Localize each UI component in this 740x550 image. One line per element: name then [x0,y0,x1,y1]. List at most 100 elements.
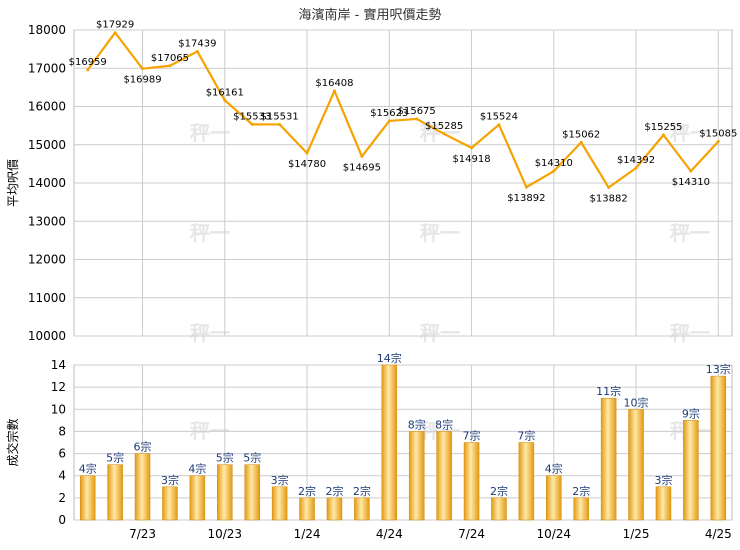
bar-y-tick-label: 8 [58,424,66,438]
line-data-label: $16989 [123,75,161,86]
line-data-label: $16161 [206,87,244,98]
line-point [332,89,336,93]
bar-data-label: 14宗 [377,351,402,365]
line-point [305,151,309,155]
bar-data-label: 4宗 [79,462,97,476]
line-point [579,140,583,144]
line-y-tick-label: 13000 [28,214,66,228]
line-data-label: $15524 [480,112,518,123]
bar-data-label: 4宗 [545,462,563,476]
line-data-label: $14310 [672,177,710,188]
line-data-label: $14780 [288,159,326,170]
line-point [113,31,117,35]
line-y-tick-label: 10000 [28,329,66,343]
line-data-label: $15623 [370,108,408,119]
bar [710,375,727,521]
bar-data-label: 5宗 [243,451,261,465]
bar-y-tick-label: 2 [58,491,66,505]
bar-y-tick-label: 4 [58,469,66,483]
line-point [415,117,419,121]
line-chart-y-axis-label: 平均呎價 [6,159,20,207]
line-y-tick-label: 16000 [28,100,66,114]
x-tick-label: 1/24 [294,527,321,541]
bar [299,497,315,521]
line-data-label: $15285 [425,121,463,132]
bar-data-label: 5宗 [216,451,234,465]
bar-data-label: 10宗 [624,395,649,409]
line-point [442,132,446,136]
line-y-tick-label: 17000 [28,61,66,75]
line-data-label: $15533 [233,111,271,122]
line-point [524,185,528,189]
line-y-tick-label: 14000 [28,176,66,190]
bar-y-tick-label: 10 [51,402,66,416]
line-point [661,133,665,137]
bar-data-label: 2宗 [325,484,343,498]
x-tick-label: 10/24 [536,527,571,541]
bar-data-label: 2宗 [572,484,590,498]
watermark-text: 秤一 [670,221,710,245]
bar [162,486,178,521]
bar [381,364,398,521]
line-point [223,98,227,102]
watermark-text: 秤一 [190,121,230,145]
line-data-label: $13882 [590,194,628,205]
bar [107,464,123,521]
line-point [278,122,282,126]
bar-y-tick-label: 12 [51,380,66,394]
bar [134,453,151,521]
bar [217,464,233,521]
bar-data-label: 2宗 [353,484,371,498]
x-tick-label: 10/23 [207,527,242,541]
bar [326,497,343,521]
line-data-label: $15085 [699,128,737,139]
line-data-label: $15255 [644,122,682,133]
bar [463,442,480,521]
line-point [716,139,720,143]
watermark-text: 秤一 [420,221,460,245]
x-tick-label: 7/23 [129,527,156,541]
chart-title: 海濱南岸 - 實用呎價走勢 [299,7,442,23]
bar-data-label: 7宗 [517,429,535,443]
x-tick-label: 1/25 [623,527,650,541]
line-data-label: $14695 [343,162,381,173]
bar [436,431,452,521]
line-point [168,64,172,68]
line-data-label: $15062 [562,129,600,140]
line-chart-grid [73,29,733,337]
line-y-tick-label: 18000 [28,23,66,37]
line-data-label: $15531 [261,111,299,122]
line-point [607,186,611,190]
line-point [360,154,364,158]
line-data-label: $17439 [178,38,216,49]
bar-data-label: 6宗 [134,440,152,454]
line-point [689,169,693,173]
bar [271,486,288,521]
bar-chart-y-ticks: 0 2 4 6 8 10 12 14 [51,358,66,527]
bar [518,442,535,521]
line-data-label: $17065 [151,53,189,64]
bar-y-tick-label: 0 [58,513,66,527]
line-series [86,31,720,190]
line-series-path [86,31,720,189]
line-point [195,49,199,53]
bar-series [79,364,727,521]
bar [244,464,260,521]
x-tick-label: 4/24 [376,527,403,541]
bar-y-tick-label: 14 [51,358,66,372]
line-data-labels: $16959 $17929 $16989 $17065 $17439 $16161 $155… [69,20,738,205]
line-point [470,146,474,150]
bar [189,475,206,521]
bar [546,475,562,521]
line-data-label: $17929 [96,20,134,31]
bar [628,409,644,521]
bar-data-label: 9宗 [682,406,700,420]
watermark-text: 秤一 [670,321,710,345]
bar-data-label: 4宗 [188,462,206,476]
line-data-label: $14310 [535,158,573,169]
line-point [250,122,254,126]
line-data-label: $14918 [452,154,490,165]
line-point [387,119,391,123]
line-chart-y-ticks: 10000 11000 12000 13000 14000 15000 16000 17000… [28,23,66,343]
